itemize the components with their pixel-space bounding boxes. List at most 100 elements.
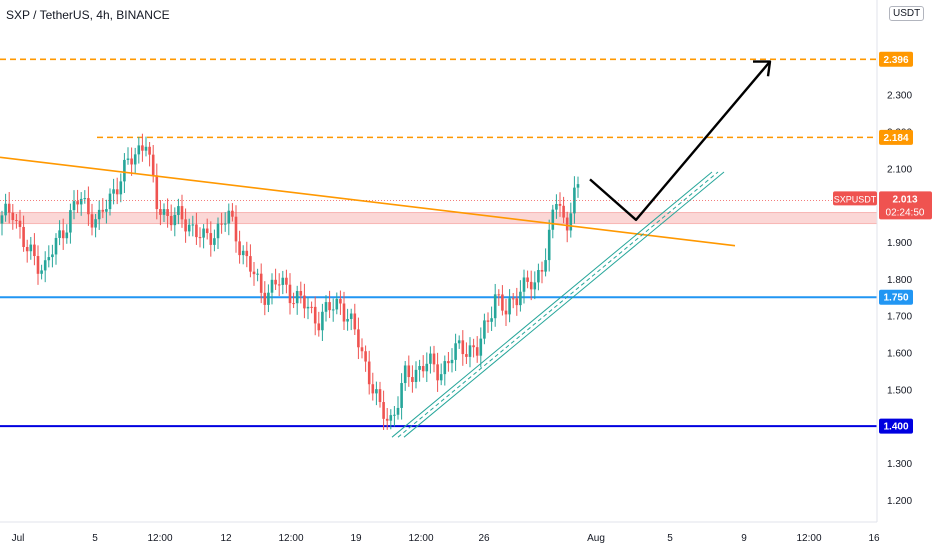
candle-body — [468, 345, 472, 357]
candle-body — [310, 306, 313, 308]
candle-body — [148, 146, 151, 155]
candle-body — [501, 294, 504, 311]
candle-body — [18, 220, 22, 227]
candle-body — [141, 145, 144, 151]
chart-title: SXP / TetherUS, 4h, BINANCE — [6, 8, 170, 22]
last-price-badge — [879, 191, 932, 220]
candle-body — [335, 298, 339, 310]
candle-body — [22, 226, 25, 247]
candle-body — [123, 159, 126, 182]
candle-body — [389, 415, 393, 421]
y-tick-label: 1.500 — [887, 385, 912, 396]
x-tick-label: Jul — [12, 533, 25, 544]
candlestick-layer — [0, 133, 580, 430]
candle-body — [472, 345, 475, 348]
candle-body — [555, 203, 558, 210]
candle-body — [558, 203, 562, 206]
y-tick-label: 1.200 — [887, 496, 912, 507]
candle-body — [385, 418, 389, 421]
x-tick-label: 9 — [741, 533, 747, 544]
candle-body — [403, 365, 407, 384]
currency-button[interactable]: USDT — [889, 6, 925, 21]
candle-body — [177, 206, 180, 215]
candle-body — [504, 310, 508, 315]
countdown-label: 02:24:50 — [886, 207, 925, 218]
candle-body — [490, 318, 493, 322]
candle-body — [29, 244, 33, 252]
candle-body — [486, 320, 490, 322]
candle-body — [133, 154, 137, 165]
candle-body — [439, 374, 443, 381]
y-tick-label: 1.600 — [887, 348, 912, 359]
candle-body — [425, 363, 429, 372]
descending-trendline — [0, 156, 736, 247]
candle-body — [220, 223, 223, 225]
candle-body — [263, 292, 267, 305]
candle-body — [234, 216, 238, 242]
candle-body — [421, 366, 425, 372]
candle-body — [396, 407, 400, 415]
candle-body — [83, 198, 87, 200]
candle-body — [76, 201, 79, 205]
candle-body — [371, 384, 375, 394]
candle-body — [461, 340, 465, 355]
candle-body — [162, 209, 166, 215]
symbol-label: SXPUSDT — [834, 194, 877, 204]
candle-body — [540, 269, 544, 272]
candle-body — [173, 214, 177, 226]
candle-body — [565, 217, 569, 231]
level-badge-label: 1.400 — [883, 422, 908, 433]
candle-body — [97, 209, 101, 220]
candle-body — [295, 291, 299, 304]
time-axis-background — [0, 522, 932, 550]
y-tick-label: 1.800 — [887, 275, 912, 286]
x-tick-label: 5 — [92, 533, 98, 544]
y-tick-label: 1.700 — [887, 312, 912, 323]
price-axis-background — [877, 0, 932, 550]
candle-body — [249, 256, 252, 272]
candle-body — [407, 365, 411, 378]
level-badge — [879, 129, 913, 145]
channel-line-2 — [403, 171, 725, 438]
candle-body — [443, 361, 447, 375]
candle-body — [328, 302, 331, 311]
candle-body — [205, 228, 209, 234]
projection-arrow — [589, 60, 771, 222]
candle-body — [43, 260, 47, 271]
candle-body — [245, 250, 249, 257]
candle-body — [184, 219, 187, 232]
candle-body — [259, 273, 263, 293]
candle-body — [475, 347, 479, 356]
candle-body — [15, 220, 18, 222]
candle-body — [537, 269, 540, 283]
candle-body — [7, 203, 11, 213]
candle-body — [47, 257, 51, 261]
candle-body — [367, 361, 371, 385]
candle-body — [11, 212, 15, 221]
candle-body — [51, 254, 54, 258]
candle-body — [547, 229, 551, 261]
x-tick-label: Aug — [587, 533, 605, 544]
candle-body — [303, 295, 306, 309]
x-tick-label: 12:00 — [408, 533, 433, 544]
candle-body — [436, 364, 439, 381]
level-badge-label: 1.750 — [883, 293, 908, 304]
candle-body — [285, 277, 288, 285]
candle-body — [414, 369, 418, 382]
candle-body — [382, 402, 385, 419]
candle-body — [324, 302, 328, 312]
x-tick-label: 19 — [350, 533, 362, 544]
candle-body — [274, 279, 277, 285]
candle-body — [411, 377, 414, 382]
candle-body — [339, 298, 342, 304]
candle-body — [65, 232, 69, 239]
resistance-zone — [0, 212, 878, 225]
candle-body — [454, 343, 457, 360]
candle-body — [342, 303, 346, 322]
candle-body — [353, 313, 357, 330]
candle-body — [450, 359, 454, 364]
candle-body — [241, 250, 245, 256]
symbol-badge — [833, 191, 877, 206]
